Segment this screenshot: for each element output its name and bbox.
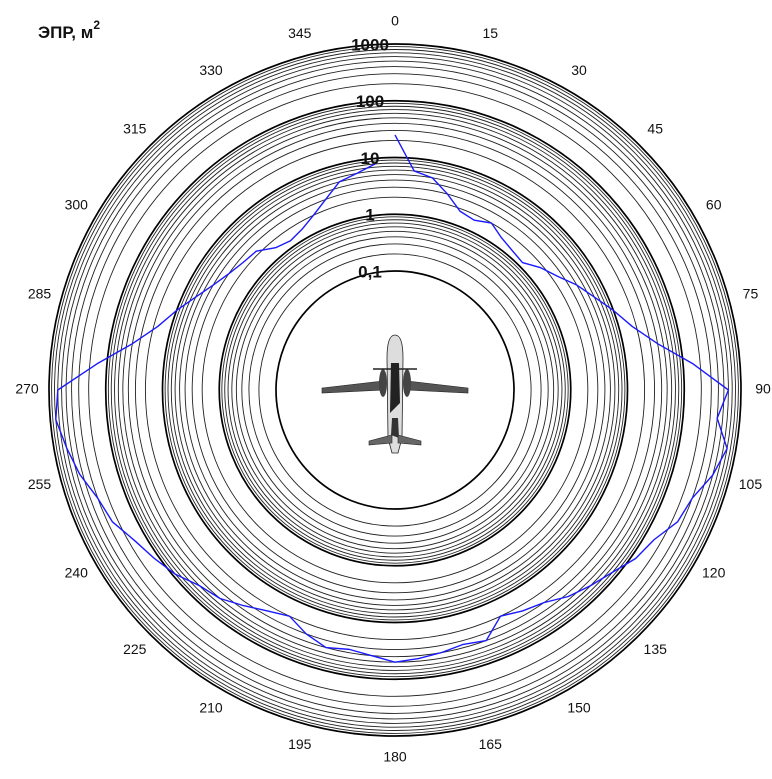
theta-tick-label: 195 (288, 736, 312, 752)
r-tick-label: 100 (356, 92, 384, 111)
title-superscript: 2 (93, 18, 100, 32)
theta-tick-label: 75 (743, 285, 759, 301)
theta-tick-label: 270 (15, 381, 39, 397)
theta-tick-label: 285 (28, 285, 52, 301)
theta-tick-label: 345 (288, 25, 312, 41)
theta-tick-label: 120 (702, 565, 726, 581)
page: {"chart_data": { "type": "polar", "title… (0, 0, 772, 774)
chart: ЭПР, м2 0,1 1 10 100 10000 15 30 45 60 75 90 105 120… (0, 0, 772, 774)
theta-tick-label: 0 (391, 13, 399, 29)
theta-tick-label: 90 (755, 381, 771, 397)
r-tick-label: 10 (361, 149, 380, 168)
theta-tick-label: 210 (199, 699, 223, 715)
theta-tick-label: 315 (123, 120, 147, 136)
r-tick-label: 1000 (351, 35, 389, 54)
chart-title: ЭПР, м2 (38, 18, 100, 42)
theta-tick-label: 60 (706, 197, 722, 213)
theta-tick-label: 30 (571, 62, 587, 78)
theta-tick-label: 150 (567, 699, 591, 715)
theta-tick-label: 135 (644, 641, 668, 657)
theta-tick-label: 180 (383, 749, 407, 765)
theta-tick-label: 255 (28, 476, 52, 492)
r-tick-label: 0,1 (358, 262, 382, 281)
theta-tick-label: 105 (739, 476, 763, 492)
theta-tick-label: 330 (199, 62, 223, 78)
theta-tick-label: 165 (479, 736, 503, 752)
theta-tick-label: 45 (647, 120, 663, 136)
theta-tick-label: 240 (65, 565, 89, 581)
theta-tick-label: 300 (65, 197, 89, 213)
r-tick-label: 1 (365, 206, 374, 225)
title-text: ЭПР, м (38, 23, 93, 42)
theta-tick-label: 15 (482, 25, 498, 41)
theta-tick-label: 225 (123, 641, 147, 657)
aircraft-icon (322, 335, 468, 453)
